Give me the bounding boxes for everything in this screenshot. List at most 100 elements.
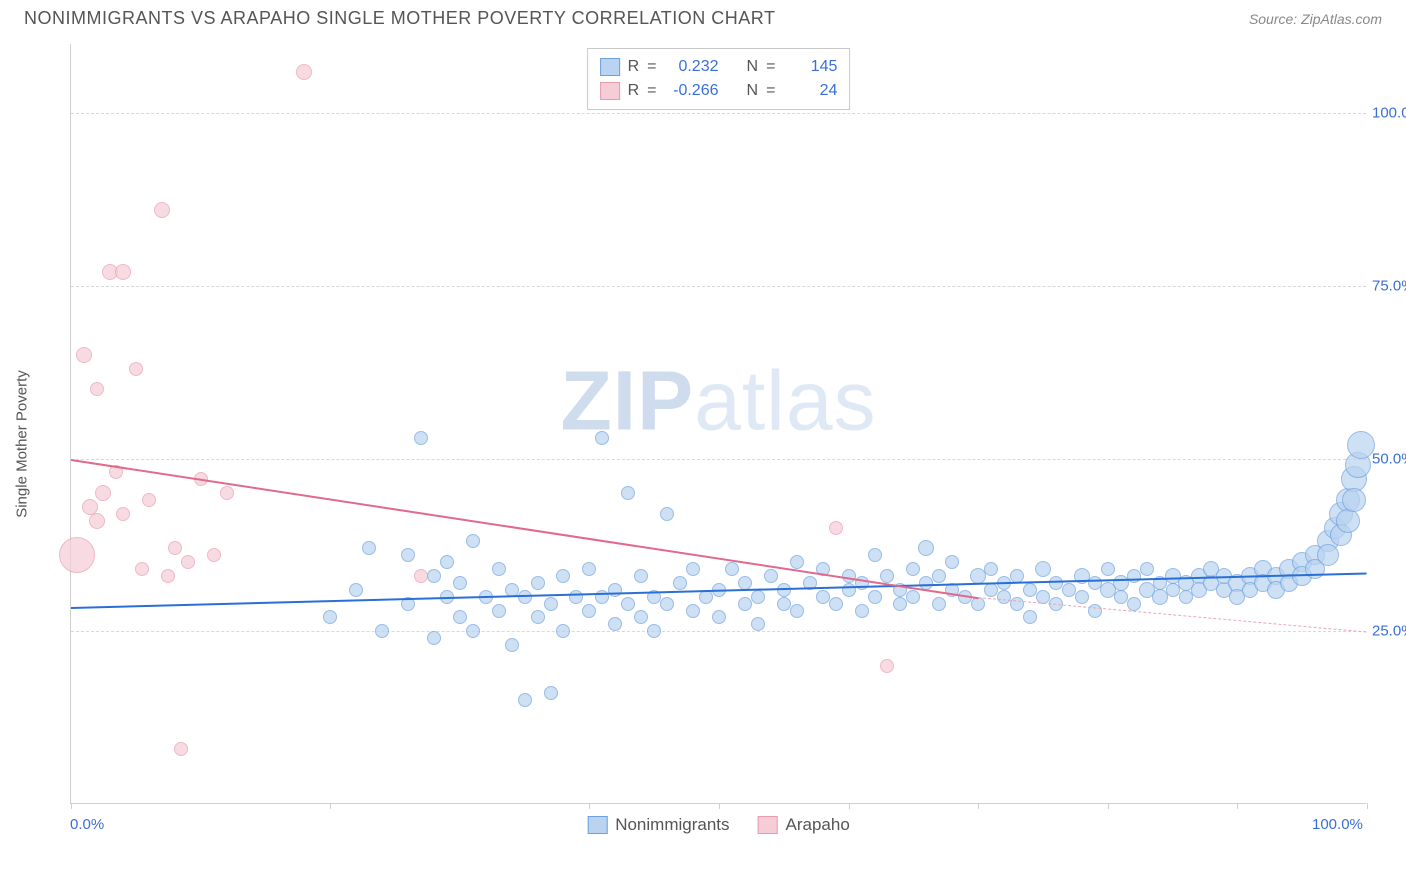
data-point [1114, 590, 1128, 604]
data-point [712, 610, 726, 624]
legend-label: Arapaho [786, 815, 850, 835]
data-point [660, 597, 674, 611]
y-tick-label: 25.0% [1372, 623, 1406, 640]
data-point [816, 590, 830, 604]
correlation-stats-box: R=0.232N=145R=-0.266N=24 [587, 48, 851, 110]
y-tick-label: 100.0% [1372, 105, 1406, 122]
data-point [453, 610, 467, 624]
data-point [181, 555, 195, 569]
legend-item: Nonimmigrants [587, 815, 729, 835]
n-label: N [747, 58, 759, 76]
legend-swatch [758, 816, 778, 834]
series-legend: Nonimmigrants Arapaho [587, 815, 850, 835]
data-point [414, 431, 428, 445]
n-value: 24 [783, 82, 837, 100]
data-point [906, 562, 920, 576]
gridline-h [71, 631, 1366, 632]
gridline-h [71, 113, 1366, 114]
data-point [842, 583, 856, 597]
data-point [1049, 576, 1063, 590]
data-point [829, 597, 843, 611]
data-point [751, 617, 765, 631]
stats-row: R=0.232N=145 [600, 55, 838, 79]
data-point [1127, 597, 1141, 611]
data-point [174, 742, 188, 756]
chart-container: Single Mother Poverty ZIPatlas R=0.232N=… [50, 44, 1386, 844]
y-tick-label: 50.0% [1372, 450, 1406, 467]
data-point [544, 597, 558, 611]
data-point [829, 521, 843, 535]
data-point [686, 562, 700, 576]
data-point [220, 486, 234, 500]
data-point [168, 541, 182, 555]
data-point [1317, 544, 1339, 566]
data-point [932, 569, 946, 583]
data-point [790, 604, 804, 618]
data-point [492, 604, 506, 618]
data-point [621, 597, 635, 611]
data-point [1101, 562, 1115, 576]
x-tick [589, 803, 590, 809]
data-point [984, 583, 998, 597]
source-attribution: Source: ZipAtlas.com [1249, 11, 1382, 27]
data-point [1035, 561, 1051, 577]
data-point [349, 583, 363, 597]
r-value: -0.266 [665, 82, 719, 100]
x-tick [1367, 803, 1368, 809]
data-point [582, 604, 596, 618]
stats-row: R=-0.266N=24 [600, 79, 838, 103]
data-point [855, 604, 869, 618]
data-point [531, 576, 545, 590]
data-point [984, 562, 998, 576]
data-point [906, 590, 920, 604]
data-point [207, 548, 221, 562]
data-point [1347, 431, 1375, 459]
data-point [1075, 590, 1089, 604]
data-point [492, 562, 506, 576]
data-point [1023, 610, 1037, 624]
data-point [466, 624, 480, 638]
x-tick [719, 803, 720, 809]
data-point [116, 507, 130, 521]
legend-swatch [587, 816, 607, 834]
r-label: R [628, 82, 640, 100]
data-point [1023, 583, 1037, 597]
x-tick [1108, 803, 1109, 809]
data-point [751, 590, 765, 604]
data-point [414, 569, 428, 583]
data-point [154, 202, 170, 218]
data-point [518, 693, 532, 707]
data-point [608, 583, 622, 597]
x-tick [849, 803, 850, 809]
data-point [142, 493, 156, 507]
x-axis-max-label: 100.0% [1312, 816, 1363, 833]
n-label: N [747, 82, 759, 100]
data-point [95, 485, 111, 501]
eq-sign: = [766, 58, 775, 76]
data-point [1140, 562, 1154, 576]
legend-label: Nonimmigrants [615, 815, 729, 835]
x-axis-min-label: 0.0% [70, 816, 104, 833]
data-point [868, 590, 882, 604]
y-axis-label: Single Mother Poverty [14, 370, 31, 518]
r-value: 0.232 [665, 58, 719, 76]
eq-sign: = [647, 82, 656, 100]
data-point [777, 597, 791, 611]
data-point [505, 638, 519, 652]
data-point [764, 569, 778, 583]
data-point [427, 631, 441, 645]
y-tick-label: 75.0% [1372, 277, 1406, 294]
x-tick [330, 803, 331, 809]
gridline-h [71, 459, 1366, 460]
legend-item: Arapaho [758, 815, 850, 835]
data-point [738, 597, 752, 611]
data-point [932, 597, 946, 611]
data-point [686, 604, 700, 618]
eq-sign: = [647, 58, 656, 76]
data-point [375, 624, 389, 638]
data-point [634, 569, 648, 583]
data-point [90, 382, 104, 396]
data-point [115, 264, 131, 280]
data-point [621, 486, 635, 500]
data-point [1010, 597, 1024, 611]
